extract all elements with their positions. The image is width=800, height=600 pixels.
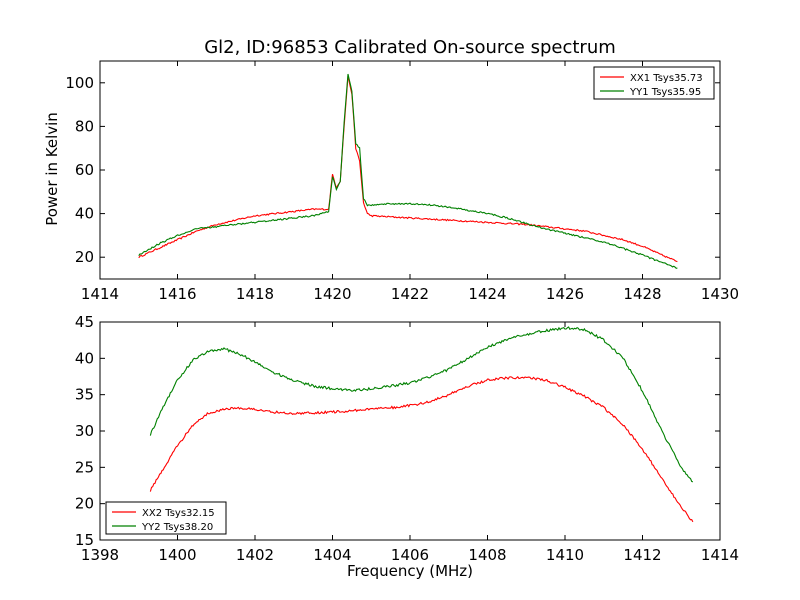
top-legend-box bbox=[593, 66, 715, 100]
bottom-x-tick-label: 1410 bbox=[546, 546, 584, 564]
bottom-legend: XX2 Tsys32.15 YY2 Tsys38.20 bbox=[105, 501, 227, 535]
bottom-y-tick-label: 15 bbox=[75, 531, 94, 549]
bottom-x-tick-label: 1412 bbox=[623, 546, 661, 564]
top-legend-label-1: XX1 Tsys35.73 bbox=[630, 73, 703, 84]
bottom-y-tick-label: 20 bbox=[75, 495, 94, 513]
top-series-line-1 bbox=[138, 75, 678, 263]
bottom-x-tick-label: 1400 bbox=[158, 546, 196, 564]
top-y-tick-label: 20 bbox=[75, 248, 94, 266]
top-x-tick-label: 1418 bbox=[236, 285, 274, 303]
bottom-y-tick-label: 45 bbox=[75, 313, 94, 331]
top-y-tick-label: 60 bbox=[75, 161, 94, 179]
bottom-y-tick-label: 30 bbox=[75, 422, 94, 440]
bottom-legend-label-1: XX2 Tsys32.15 bbox=[142, 508, 215, 519]
bottom-legend-label-2: YY2 Tsys38.20 bbox=[141, 522, 213, 533]
top-x-tick-label: 1430 bbox=[701, 285, 739, 303]
top-x-tick-label: 1426 bbox=[546, 285, 584, 303]
top-x-tick-label: 1414 bbox=[81, 285, 119, 303]
bottom-y-tick-label: 25 bbox=[75, 458, 94, 476]
figure-title: Gl2, ID:96853 Calibrated On-source spect… bbox=[204, 37, 616, 58]
bottom-y-tick-label: 35 bbox=[75, 386, 94, 404]
bottom-x-tick-label: 1398 bbox=[81, 546, 119, 564]
top-series-line-2 bbox=[138, 73, 678, 269]
top-x-tick-label: 1428 bbox=[623, 285, 661, 303]
bottom-panel: Frequency (MHz) 1398 1400 1402 1404 1406 1408… bbox=[75, 313, 739, 580]
top-x-tick-label: 1416 bbox=[158, 285, 196, 303]
bottom-series-line-2 bbox=[149, 326, 694, 483]
bottom-series-line-1 bbox=[149, 375, 694, 523]
top-y-tick-label: 100 bbox=[65, 74, 94, 92]
top-y-tick-label: 40 bbox=[75, 205, 94, 223]
bottom-x-axis-title: Frequency (MHz) bbox=[347, 562, 473, 580]
top-y-tick-label: 80 bbox=[75, 117, 94, 135]
top-x-tick-label: 1420 bbox=[313, 285, 351, 303]
bottom-x-tick-label: 1406 bbox=[391, 546, 429, 564]
bottom-x-tick-label: 1408 bbox=[468, 546, 506, 564]
top-y-axis-title: Power in Kelvin bbox=[43, 112, 61, 226]
bottom-y-tick-label: 40 bbox=[75, 349, 94, 367]
bottom-x-tick-label: 1402 bbox=[236, 546, 274, 564]
top-panel: Power in Kelvin 1414 1416 1418 1420 1422 1424… bbox=[43, 60, 739, 303]
top-x-tick-label: 1422 bbox=[391, 285, 429, 303]
top-x-tick-label: 1424 bbox=[468, 285, 506, 303]
bottom-x-tick-label: 1404 bbox=[313, 546, 351, 564]
top-legend-label-2: YY1 Tsys35.95 bbox=[629, 87, 701, 98]
bottom-legend-box bbox=[105, 501, 227, 535]
top-legend: XX1 Tsys35.73 YY1 Tsys35.95 bbox=[593, 66, 715, 100]
bottom-x-tick-label: 1414 bbox=[701, 546, 739, 564]
